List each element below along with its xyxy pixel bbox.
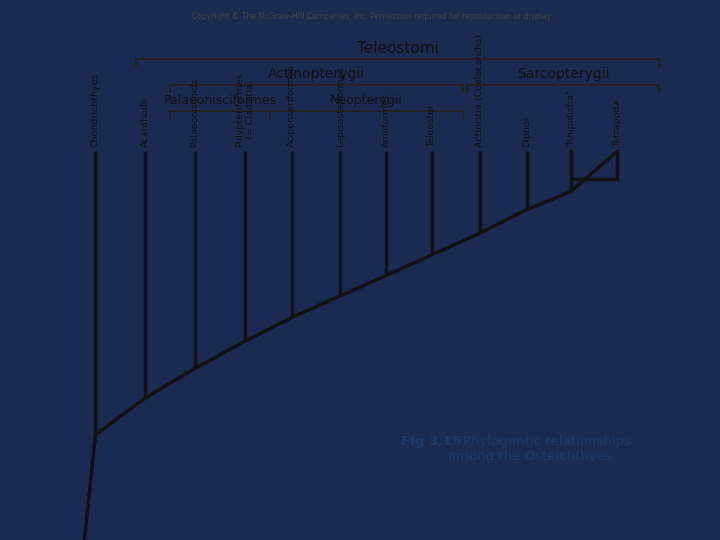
Text: Chondrichthyes: Chondrichthyes (91, 72, 100, 147)
Text: Palaeonisciformes: Palaeonisciformes (163, 94, 276, 107)
Text: Lepisosteiformes: Lepisosteiformes (336, 66, 345, 147)
Text: "Rhipidistia": "Rhipidistia" (566, 89, 575, 147)
Text: Acanthodii: Acanthodii (141, 97, 150, 147)
Text: Polypteriformes
(= Cladistia): Polypteriformes (= Cladistia) (235, 72, 255, 147)
Text: Actinistia (Coelacanths): Actinistia (Coelacanths) (475, 34, 485, 147)
Text: – Phylogentic relationships
among the Osteichthyes: – Phylogentic relationships among the Os… (448, 435, 631, 463)
Text: Acipenseriformes: Acipenseriformes (287, 64, 296, 147)
Text: Teleostei: Teleostei (427, 105, 436, 147)
Text: Tetrapoda: Tetrapoda (613, 99, 622, 147)
Text: Palaeoniscoids: Palaeoniscoids (191, 77, 199, 147)
Text: Copyright © The McGraw-Hill Companies, Inc. Permission required for reproduction: Copyright © The McGraw-Hill Companies, I… (192, 12, 553, 21)
Text: Dipnoi: Dipnoi (523, 117, 531, 147)
Text: Teleostomi: Teleostomi (356, 40, 438, 56)
Text: Sarcopterygii: Sarcopterygii (517, 67, 609, 81)
Text: Neopterygii: Neopterygii (330, 94, 402, 107)
Text: Fig 3.15: Fig 3.15 (400, 435, 461, 448)
Text: Actinopterygii: Actinopterygii (268, 67, 365, 81)
Text: Amiiformes: Amiiformes (382, 93, 391, 147)
